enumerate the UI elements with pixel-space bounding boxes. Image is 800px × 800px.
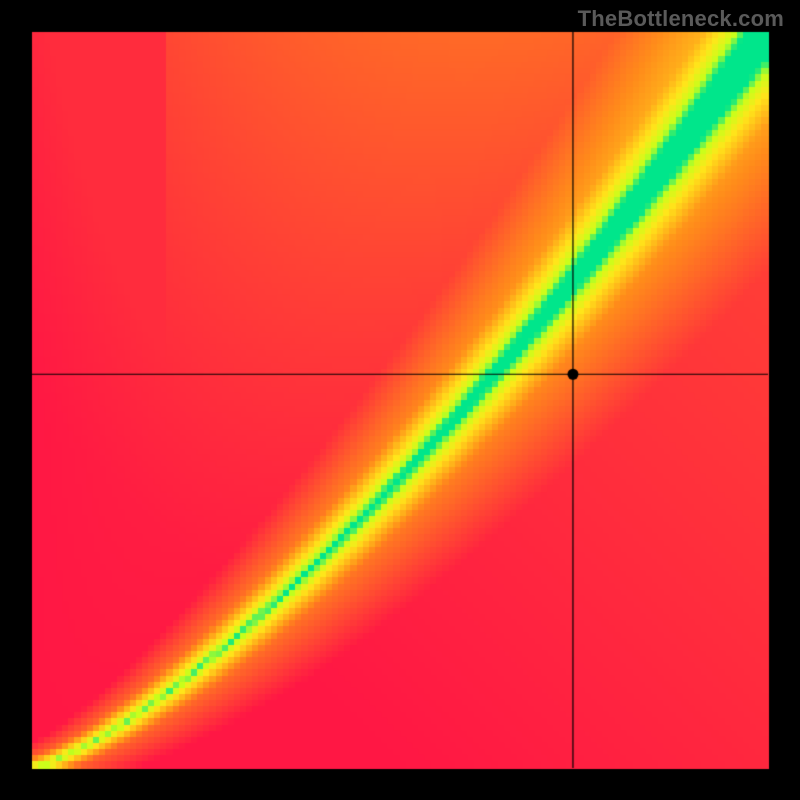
chart-container: TheBottleneck.com [0,0,800,800]
watermark-text: TheBottleneck.com [578,6,784,32]
bottleneck-heatmap-canvas [0,0,800,800]
